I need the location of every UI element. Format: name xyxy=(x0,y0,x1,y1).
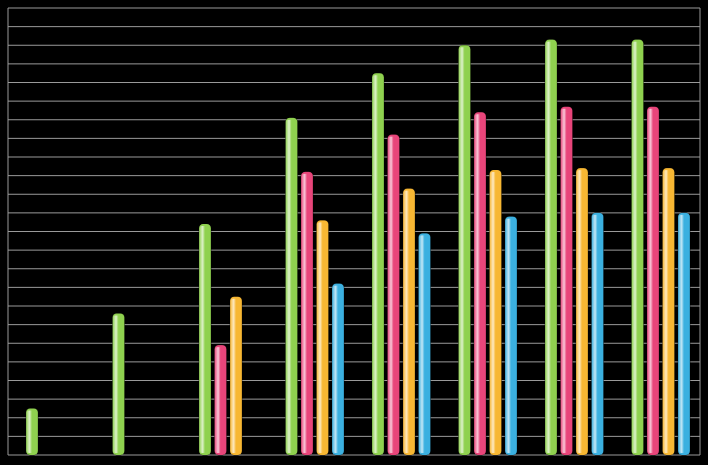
bar-shine xyxy=(285,119,298,453)
bar-shine xyxy=(662,170,675,454)
bar-shine xyxy=(403,190,415,453)
bar-shine xyxy=(418,235,431,453)
bar-shine xyxy=(316,222,329,453)
bar-shine xyxy=(214,347,227,453)
bar-shine xyxy=(458,47,471,453)
bar-shine xyxy=(26,410,38,453)
bar-shine xyxy=(591,214,604,453)
bar-shine xyxy=(576,170,588,454)
bar-shine xyxy=(560,108,573,454)
bar-shine xyxy=(505,218,517,453)
bar-shine xyxy=(631,41,644,453)
bar-shine xyxy=(332,285,344,453)
bar-shine xyxy=(489,172,502,453)
bar-shine xyxy=(301,173,313,453)
bar-shine xyxy=(372,75,384,453)
bar-shine xyxy=(678,214,690,453)
bar-shine xyxy=(199,226,211,453)
bar-shine xyxy=(112,315,125,453)
bar-shine xyxy=(387,136,400,453)
bar-shine xyxy=(647,108,659,454)
bar-shine xyxy=(230,298,242,453)
bar-shine xyxy=(474,114,486,454)
bar-shine xyxy=(545,41,557,453)
